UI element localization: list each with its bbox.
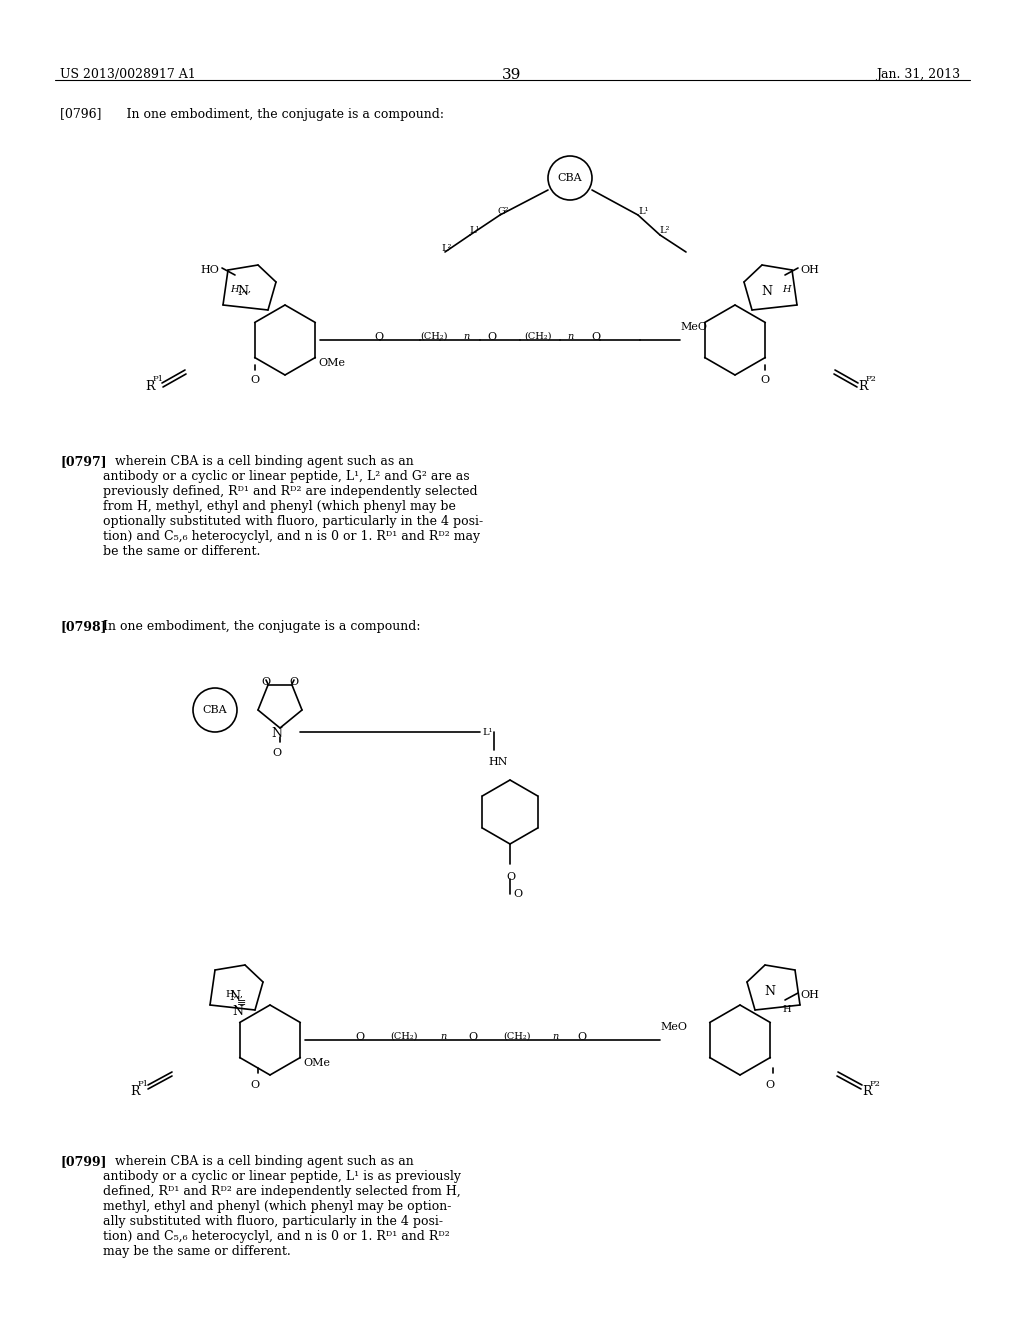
Text: N: N — [765, 985, 775, 998]
Text: O: O — [290, 677, 299, 686]
Text: HO: HO — [200, 265, 219, 275]
Text: O: O — [251, 1080, 259, 1090]
Text: H: H — [782, 285, 791, 294]
Text: [0799]: [0799] — [60, 1155, 106, 1168]
Text: N: N — [271, 727, 283, 741]
Text: L¹: L¹ — [482, 729, 493, 737]
Text: OH: OH — [800, 990, 819, 1001]
Text: O: O — [261, 677, 270, 686]
Text: [0797]: [0797] — [60, 455, 106, 469]
Text: OH: OH — [800, 265, 819, 275]
Text: HN: HN — [488, 756, 508, 767]
Text: US 2013/0028917 A1: US 2013/0028917 A1 — [60, 69, 196, 81]
Text: O: O — [506, 873, 515, 882]
Text: MeO: MeO — [680, 322, 707, 333]
Text: Jan. 31, 2013: Jan. 31, 2013 — [876, 69, 961, 81]
Text: O: O — [251, 375, 259, 385]
Text: R: R — [145, 380, 155, 393]
Text: (CH₂): (CH₂) — [390, 1032, 418, 1041]
Text: O: O — [374, 333, 383, 342]
Text: O: O — [487, 333, 496, 342]
Text: H,,,: H,,, — [225, 990, 243, 999]
Text: O: O — [577, 1032, 586, 1041]
Text: O: O — [272, 748, 282, 758]
Text: H,,,,: H,,,, — [230, 285, 251, 294]
Text: In one embodiment, the conjugate is a compound:: In one embodiment, the conjugate is a co… — [103, 620, 421, 634]
Text: wherein CBA is a cell binding agent such as an
antibody or a cyclic or linear pe: wherein CBA is a cell binding agent such… — [103, 455, 483, 558]
Text: n: n — [552, 1032, 558, 1041]
Text: P1: P1 — [138, 1080, 150, 1088]
Text: R: R — [130, 1085, 139, 1098]
Text: MeO: MeO — [660, 1022, 687, 1032]
Text: O: O — [355, 1032, 365, 1041]
Text: R: R — [862, 1085, 871, 1098]
Text: OMe: OMe — [303, 1059, 330, 1068]
Text: [0798]: [0798] — [60, 620, 106, 634]
Text: N: N — [225, 1005, 244, 1018]
Text: O: O — [513, 888, 522, 899]
Text: P2: P2 — [870, 1080, 881, 1088]
Text: CBA: CBA — [203, 705, 227, 715]
Text: L²: L² — [659, 226, 670, 235]
Text: L¹: L¹ — [469, 226, 479, 235]
Text: 39: 39 — [503, 69, 521, 82]
Text: O: O — [761, 375, 770, 385]
Text: OMe: OMe — [318, 358, 345, 368]
Text: O: O — [591, 333, 600, 342]
Text: P2: P2 — [866, 375, 877, 383]
Text: CBA: CBA — [558, 173, 583, 183]
Text: N: N — [762, 285, 772, 298]
Text: n: n — [463, 333, 469, 341]
Text: L²: L² — [441, 244, 452, 253]
Text: O: O — [765, 1080, 774, 1090]
Text: (CH₂): (CH₂) — [420, 333, 447, 341]
Text: G²: G² — [497, 207, 509, 216]
Text: N: N — [229, 990, 241, 1003]
Text: [0796]  In one embodiment, the conjugate is a compound:: [0796] In one embodiment, the conjugate … — [60, 108, 444, 121]
Text: n: n — [567, 333, 573, 341]
Text: wherein CBA is a cell binding agent such as an
antibody or a cyclic or linear pe: wherein CBA is a cell binding agent such… — [103, 1155, 461, 1258]
Text: O: O — [468, 1032, 477, 1041]
Text: N: N — [238, 285, 249, 298]
Text: ≡: ≡ — [237, 998, 247, 1008]
Text: (CH₂): (CH₂) — [503, 1032, 530, 1041]
Text: R: R — [858, 380, 867, 393]
Text: (CH₂): (CH₂) — [524, 333, 552, 341]
Text: L¹: L¹ — [638, 207, 648, 216]
Text: H: H — [782, 1005, 791, 1014]
Text: n: n — [440, 1032, 446, 1041]
Text: P1: P1 — [153, 375, 164, 383]
